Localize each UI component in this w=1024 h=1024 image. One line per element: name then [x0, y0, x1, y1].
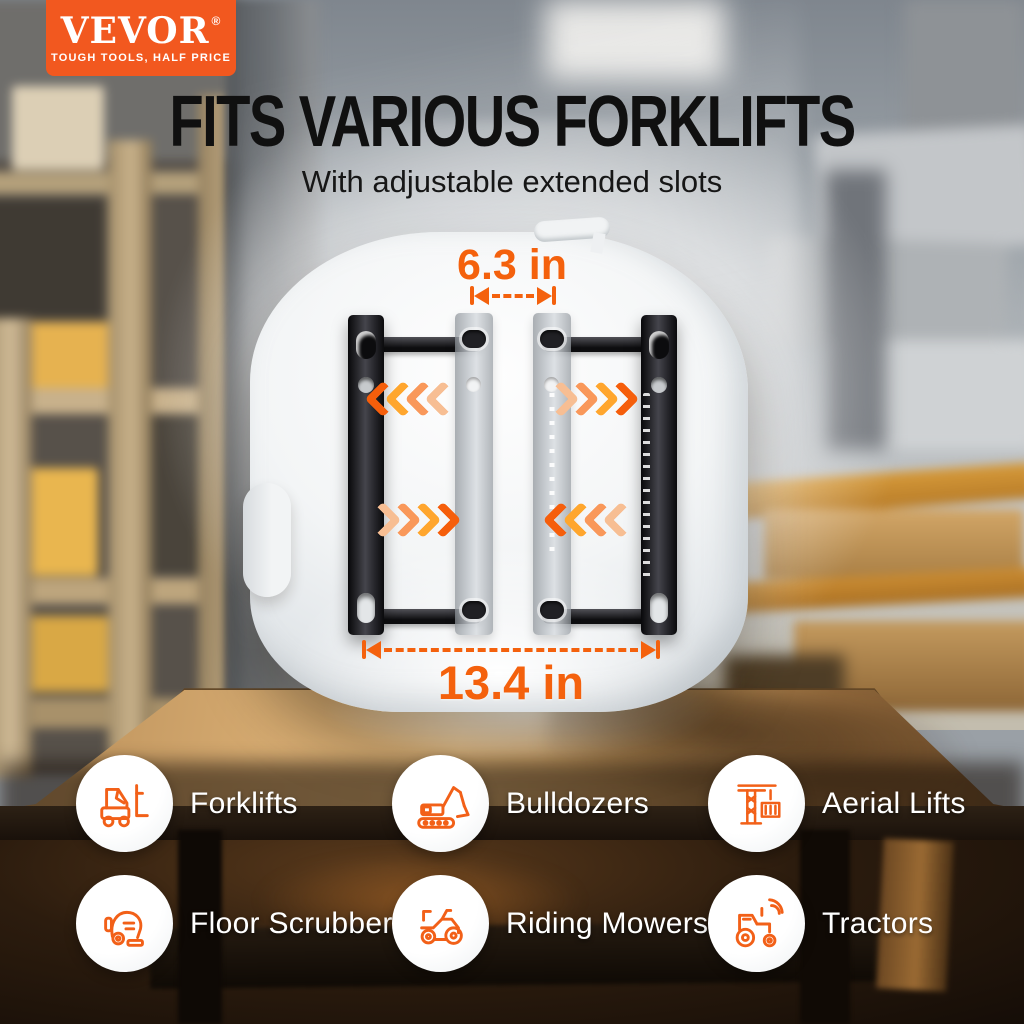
- brand-tagline: TOUGH TOOLS, HALF PRICE: [51, 51, 231, 64]
- application-forklifts: Forklifts: [76, 755, 298, 852]
- application-label: Tractors: [822, 906, 934, 940]
- excavator-icon: [392, 755, 489, 852]
- slide-arrows-upper-left: [364, 380, 462, 418]
- vevor-logo: VEVOR ® TOUGH TOOLS, HALF PRICE: [46, 0, 236, 76]
- crossbar-bottom-right: [542, 609, 658, 624]
- overall-width-arrow: [362, 640, 660, 659]
- floor-scrubber-icon: [76, 875, 173, 972]
- page-title: FITS VARIOUS FORKLIFTS: [169, 82, 856, 162]
- brand-name: VEVOR ®: [60, 9, 222, 52]
- table-leg-right: [800, 830, 850, 1024]
- application-tractors: Tractors: [708, 875, 933, 972]
- crossbar-bottom-left: [366, 609, 482, 624]
- tower-crane-icon: [708, 755, 805, 852]
- seat-side-bump: [243, 483, 291, 597]
- slot-spacing-arrow: [470, 286, 556, 305]
- application-floor-scrubbers: Floor Scrubbers: [76, 875, 408, 972]
- mounting-rail-outer-left: [348, 315, 384, 635]
- extended-slot-rail-inner-left: [455, 313, 493, 635]
- slide-arrows-lower-right: [542, 501, 640, 539]
- slide-arrows-lower-left: [364, 501, 462, 539]
- crossbar-top-left: [366, 337, 482, 352]
- overall-width-label: 13.4 in: [437, 656, 585, 709]
- slide-arrows-upper-right: [542, 380, 640, 418]
- application-bulldozers: Bulldozers: [392, 755, 649, 852]
- application-aerial-lifts: Aerial Lifts: [708, 755, 966, 852]
- riding-mower-icon: [392, 875, 489, 972]
- table-leg-left: [178, 830, 222, 1024]
- skylight-glow: [545, 0, 725, 80]
- forklift-icon: [76, 755, 173, 852]
- application-label: Riding Mowers: [506, 906, 709, 940]
- page-subtitle: With adjustable extended slots: [301, 164, 723, 199]
- extended-slot-rail-inner-right: [533, 313, 571, 635]
- application-riding-mowers: Riding Mowers: [392, 875, 708, 972]
- application-label: Bulldozers: [506, 786, 650, 820]
- application-label: Aerial Lifts: [822, 786, 966, 820]
- registered-mark: ®: [211, 13, 222, 28]
- crossbar-top-right: [542, 337, 658, 352]
- mounting-rail-outer-right: [641, 315, 677, 635]
- application-label: Forklifts: [190, 786, 298, 820]
- slot-spacing-label: 6.3 in: [457, 241, 567, 289]
- tractor-icon: [708, 875, 805, 972]
- application-label: Floor Scrubbers: [190, 906, 408, 940]
